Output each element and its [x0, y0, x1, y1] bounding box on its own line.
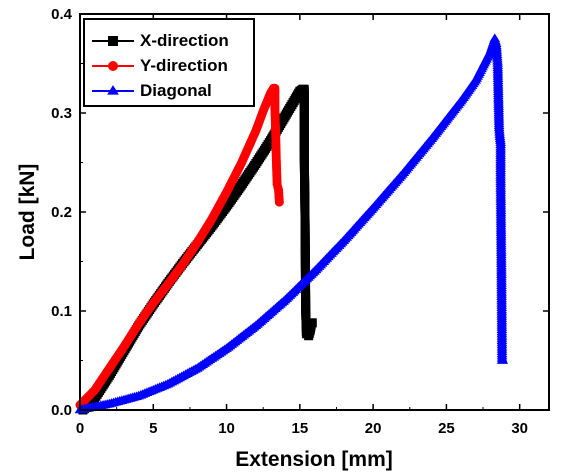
- series-diagonal: [74, 33, 509, 414]
- x-tick-label: 10: [218, 420, 235, 437]
- legend-label-diagonal: Diagonal: [140, 81, 212, 100]
- x-tick-label: 25: [438, 420, 455, 437]
- y-tick-label: 0.0: [51, 402, 72, 419]
- x-tick-label: 0: [76, 420, 84, 437]
- data-point-diagonal: [497, 355, 509, 364]
- legend-label-y-direction: Y-direction: [140, 56, 228, 75]
- plot-area: [74, 33, 509, 415]
- legend-marker-y-direction: [108, 61, 118, 71]
- axes: 0 5 10 15 20 25 30 0.0 0.1 0.2 0.3 0.4: [51, 6, 549, 437]
- data-point-y-direction: [274, 197, 284, 207]
- series-markers-y-direction: [75, 83, 284, 410]
- legend-marker-diagonal: [107, 85, 119, 95]
- y-tick-label: 0.2: [51, 204, 72, 221]
- x-tick-label: 5: [149, 420, 157, 437]
- data-point-x-direction: [307, 318, 317, 328]
- legend-markers: [92, 36, 134, 95]
- legend: X-direction Y-direction Diagonal: [83, 18, 255, 107]
- y-tick-label: 0.4: [51, 6, 73, 23]
- series-markers-diagonal: [74, 33, 509, 414]
- y-tick-label: 0.1: [51, 303, 72, 320]
- legend-marker-x-direction: [108, 36, 118, 46]
- y-tick-label: 0.3: [51, 105, 72, 122]
- x-tick-label: 20: [365, 420, 382, 437]
- y-axis-title: Load [kN]: [16, 164, 39, 261]
- x-tick-label: 30: [511, 420, 528, 437]
- legend-label-x-direction: X-direction: [140, 31, 229, 50]
- series-y-direction: [75, 83, 284, 410]
- x-tick-label: 15: [292, 420, 309, 437]
- x-axis-title: Extension [mm]: [235, 448, 393, 471]
